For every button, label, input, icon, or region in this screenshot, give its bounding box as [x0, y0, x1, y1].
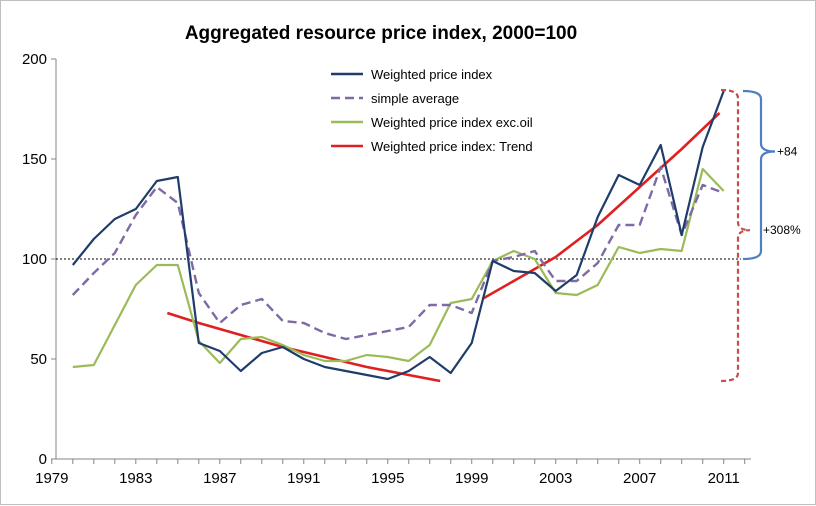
x-tick-label: 1983 [119, 470, 152, 487]
y-tick-label: 200 [22, 51, 47, 68]
legend: Weighted price index simple average Weight… [331, 67, 533, 154]
brace-plus308 [721, 90, 750, 381]
annotation-plus84: +84 [777, 144, 798, 158]
y-tick-label: 0 [39, 451, 47, 468]
series-line-0 [73, 91, 724, 379]
x-tick-label: 2007 [623, 470, 656, 487]
chart-title: Aggregated resource price index, 2000=10… [185, 23, 577, 44]
series-layer [73, 91, 724, 381]
annotation-plus308: +308% [763, 223, 801, 237]
x-tick-label: 1987 [203, 470, 236, 487]
x-tick-label: 1999 [455, 470, 488, 487]
legend-label: Weighted price index: Trend [371, 139, 533, 154]
y-tick-label: 150 [22, 151, 47, 168]
x-tick-label: 2011 [708, 470, 740, 487]
x-tick-label: 1979 [35, 470, 68, 487]
y-tick-label: 100 [22, 251, 47, 268]
x-tick-label: 1991 [287, 470, 320, 487]
x-tick-label: 1995 [371, 470, 404, 487]
y-tick-label: 50 [30, 351, 47, 368]
legend-label: simple average [371, 91, 459, 106]
x-tick-label: 2003 [539, 470, 572, 487]
legend-label: Weighted price index exc.oil [371, 115, 533, 130]
annotations: +84 +308% [721, 90, 801, 381]
legend-label: Weighted price index [371, 67, 493, 82]
